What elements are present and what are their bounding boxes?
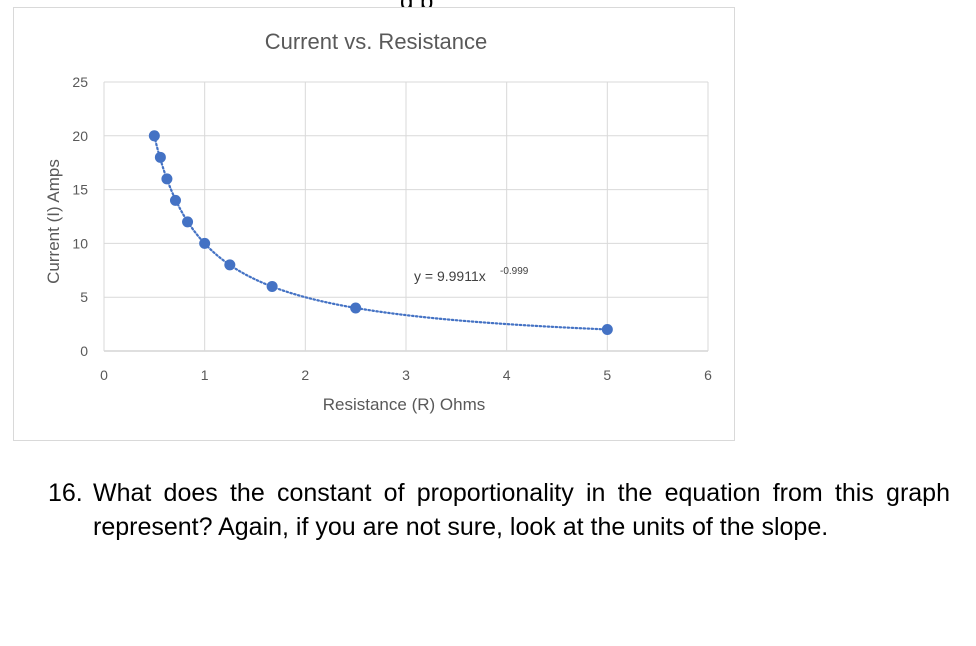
trendline-equation: y = 9.9911x: [414, 268, 486, 284]
x-axis-label: Resistance (R) Ohms: [323, 395, 485, 414]
data-point: [350, 302, 362, 314]
data-point: [161, 173, 173, 185]
data-point: [154, 151, 166, 163]
data-point: [169, 194, 181, 206]
data-point: [182, 216, 194, 228]
chart-container: Current vs. Resistance 0 5 10 15 20 25 0 1 2 3 4 5 6 R…: [13, 7, 735, 441]
trendline-exponent: -0.999: [500, 266, 529, 277]
trendline: [153, 135, 609, 331]
x-tick-label: 0: [100, 367, 108, 383]
question-number: 16.: [48, 479, 83, 507]
scatter-chart: Current vs. Resistance 0 5 10 15 20 25 0 1 2 3 4 5 6 R…: [44, 29, 712, 414]
y-tick-label: 15: [72, 182, 88, 198]
question-text: What does the constant of proportionalit…: [93, 479, 950, 541]
data-point: [601, 323, 613, 335]
y-tick-label: 20: [72, 128, 88, 144]
y-tick-label: 5: [80, 289, 88, 305]
data-point: [148, 130, 160, 142]
x-tick-label: 5: [603, 367, 611, 383]
y-tick-label: 10: [72, 235, 88, 251]
chart-title: Current vs. Resistance: [265, 29, 488, 54]
question-block: 16. What does the constant of proportion…: [48, 476, 950, 544]
data-point: [199, 237, 211, 249]
x-tick-label: 3: [402, 367, 410, 383]
x-tick-label: 2: [301, 367, 309, 383]
y-axis-label: Current (I) Amps: [44, 159, 63, 284]
y-tick-label: 0: [80, 343, 88, 359]
y-tick-label: 25: [72, 74, 88, 90]
x-tick-label: 4: [503, 367, 511, 383]
x-tick-label: 6: [704, 367, 712, 383]
data-point: [266, 280, 278, 292]
data-point: [224, 259, 236, 271]
x-tick-label: 1: [201, 367, 209, 383]
